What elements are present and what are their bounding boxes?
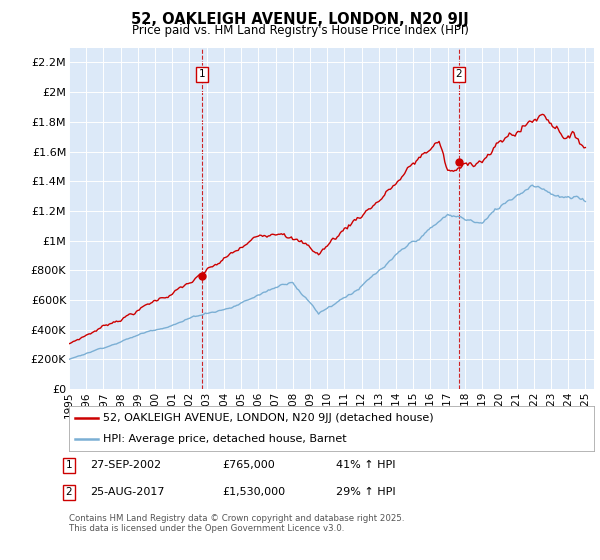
Text: HPI: Average price, detached house, Barnet: HPI: Average price, detached house, Barn… [103, 433, 347, 444]
Text: £1,530,000: £1,530,000 [222, 487, 285, 497]
Text: 52, OAKLEIGH AVENUE, LONDON, N20 9JJ: 52, OAKLEIGH AVENUE, LONDON, N20 9JJ [131, 12, 469, 27]
Text: £765,000: £765,000 [222, 460, 275, 470]
Text: Contains HM Land Registry data © Crown copyright and database right 2025.
This d: Contains HM Land Registry data © Crown c… [69, 514, 404, 534]
Text: 27-SEP-2002: 27-SEP-2002 [90, 460, 161, 470]
Text: Price paid vs. HM Land Registry's House Price Index (HPI): Price paid vs. HM Land Registry's House … [131, 24, 469, 36]
Text: 41% ↑ HPI: 41% ↑ HPI [336, 460, 395, 470]
Text: 29% ↑ HPI: 29% ↑ HPI [336, 487, 395, 497]
Text: 2: 2 [455, 69, 462, 80]
Text: 2: 2 [65, 487, 73, 497]
Text: 1: 1 [199, 69, 206, 80]
Text: 1: 1 [65, 460, 73, 470]
Text: 25-AUG-2017: 25-AUG-2017 [90, 487, 164, 497]
Text: 52, OAKLEIGH AVENUE, LONDON, N20 9JJ (detached house): 52, OAKLEIGH AVENUE, LONDON, N20 9JJ (de… [103, 413, 434, 423]
